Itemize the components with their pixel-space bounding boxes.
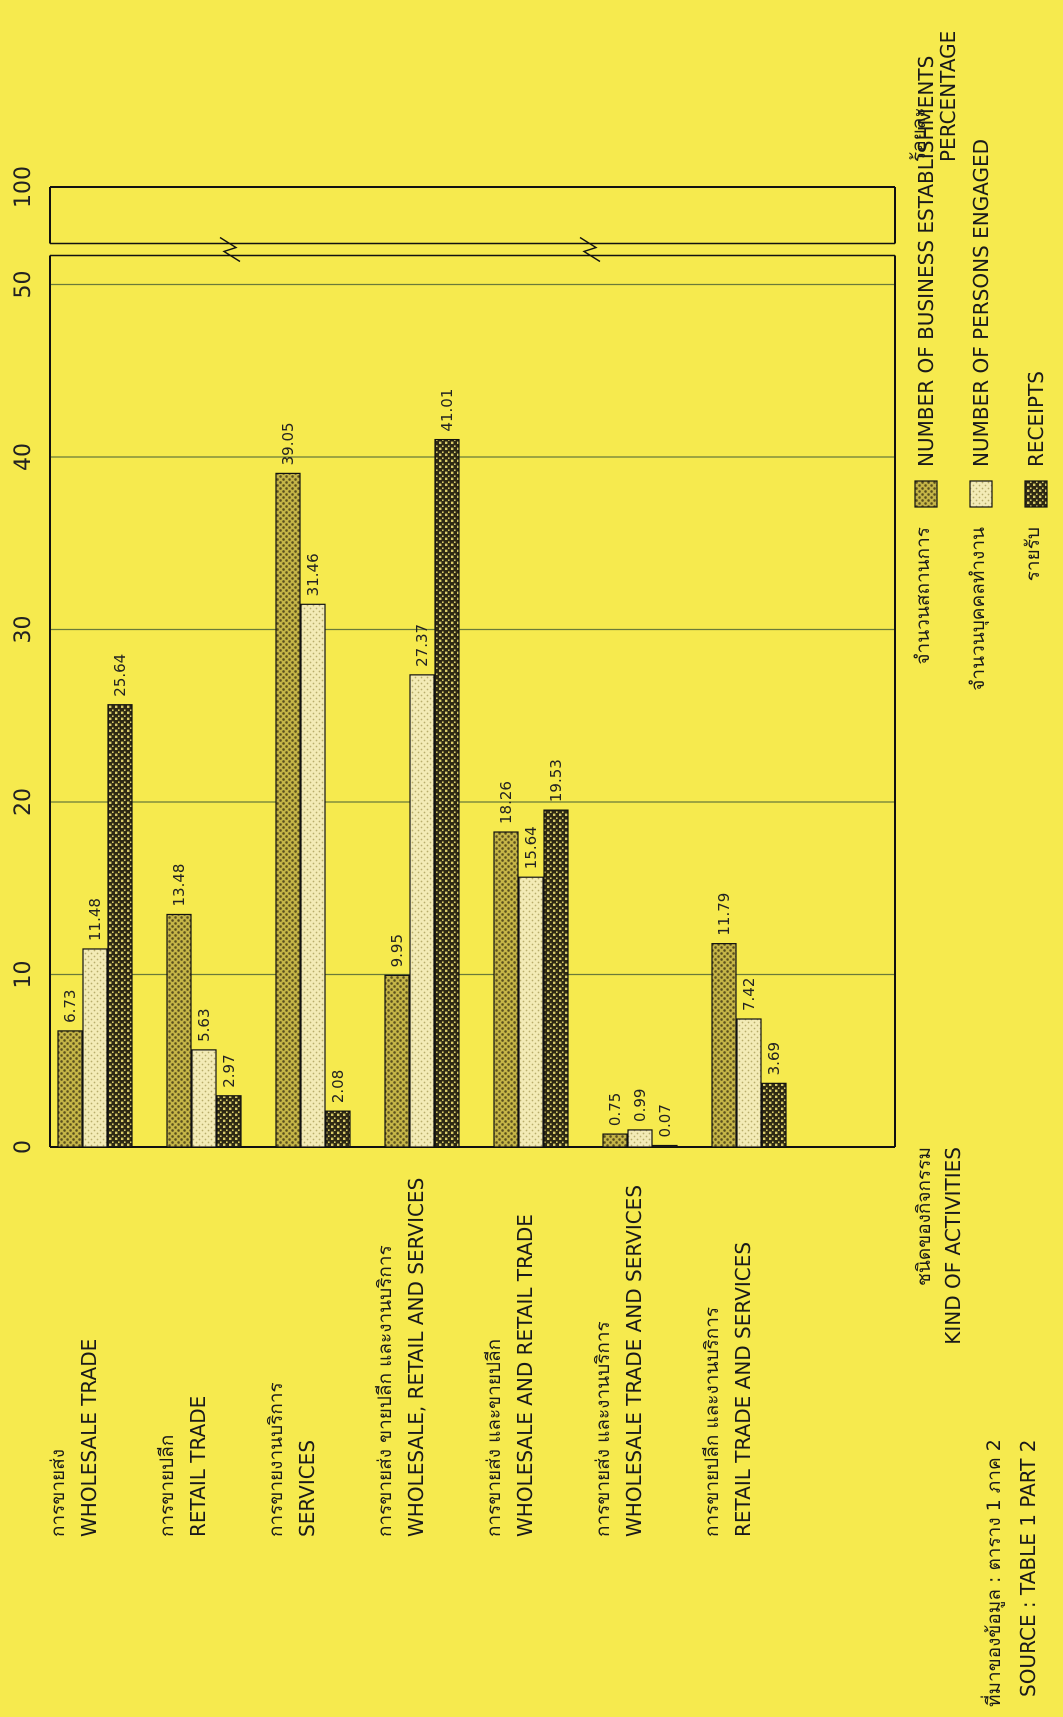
legend-label-th: จำนวนบุคคลทำงาน	[967, 527, 990, 691]
value-label: 18.26	[497, 781, 515, 824]
category-label-en: RETAIL TRADE	[186, 1396, 210, 1537]
axis-break-mark	[219, 236, 241, 263]
category-label-en: RETAIL TRADE AND SERVICES	[731, 1242, 755, 1537]
tick-label: 40	[11, 443, 36, 471]
value-label: 25.64	[111, 654, 129, 697]
bar	[57, 1030, 83, 1148]
category-axis-title-en: KIND OF ACTIVITIES	[941, 1147, 965, 1345]
value-label: 19.53	[547, 759, 565, 802]
bar	[602, 1133, 628, 1148]
value-label: 0.99	[631, 1089, 649, 1122]
category-label-th: การขายส่ง และขายปลีก	[483, 1339, 505, 1537]
bar	[409, 674, 435, 1148]
legend-label-th: รายรับ	[1022, 527, 1044, 581]
value-labels: 6.73 11.48 25.64 13.48 5.63 2.97 39.05 31.46 2.0…	[61, 389, 783, 1138]
value-label: 39.05	[279, 422, 297, 465]
category-axis-title-th: ชนิดของกิจกรรม	[913, 1147, 935, 1286]
bar	[300, 603, 326, 1148]
bar	[191, 1049, 217, 1148]
tick-label: 10	[11, 961, 36, 989]
bar	[325, 1110, 351, 1148]
bar	[652, 1144, 678, 1148]
category-label-th: การขายปลีก	[156, 1435, 178, 1537]
category-label-en: WHOLESALE, RETAIL AND SERVICES	[404, 1178, 428, 1537]
bar	[434, 438, 460, 1148]
tick-label: 100	[11, 166, 36, 208]
value-axis-ticks: 0 10 20 30 40 50 100	[11, 166, 36, 1154]
category-label-en: WHOLESALE TRADE AND SERVICES	[622, 1185, 646, 1537]
grid-lines	[50, 283, 895, 976]
category-label-th: การขายส่ง และงานบริการ	[592, 1321, 614, 1537]
value-label: 2.08	[329, 1070, 347, 1103]
bar	[761, 1082, 787, 1148]
category-label-th: การขายปลีก และงานบริการ	[701, 1307, 723, 1537]
value-label: 6.73	[61, 990, 79, 1023]
category-label-en: SERVICES	[295, 1440, 319, 1537]
tick-label: 20	[11, 788, 36, 816]
legend-label-en: RECEIPTS	[1024, 371, 1048, 467]
bar	[275, 472, 301, 1148]
bar	[711, 943, 737, 1148]
bar	[107, 704, 133, 1148]
tick-label: 50	[11, 271, 36, 299]
bar	[493, 831, 519, 1148]
category-label-th: การขายส่ง	[47, 1449, 69, 1537]
legend-label-th: จำนวนสถานการ	[912, 527, 934, 665]
value-label: 3.69	[765, 1042, 783, 1075]
bar	[82, 948, 108, 1148]
legend-swatch	[914, 480, 938, 508]
bar	[543, 809, 569, 1148]
value-label: 2.97	[220, 1054, 238, 1087]
legend-label-en: NUMBER OF PERSONS ENGAGED	[969, 139, 993, 467]
bar-group	[57, 438, 787, 1148]
category-label-en: WHOLESALE TRADE	[77, 1339, 101, 1537]
value-label: 27.37	[413, 624, 431, 667]
tick-label: 0	[11, 1140, 36, 1154]
value-axis-title-th: ร้อยละ	[908, 107, 930, 162]
value-label: 31.46	[304, 553, 322, 596]
value-label: 11.79	[715, 893, 733, 936]
bar	[518, 876, 544, 1148]
category-label-en: WHOLESALE AND RETAIL TRADE	[513, 1214, 537, 1537]
tick-label: 30	[11, 616, 36, 644]
value-label: 15.64	[522, 826, 540, 869]
bar	[627, 1129, 653, 1148]
bar	[736, 1018, 762, 1148]
category-labels: การขายส่ง WHOLESALE TRADE การขายปลีก RETAIL…	[47, 1178, 755, 1537]
legend-swatch	[1024, 480, 1048, 508]
bar	[384, 974, 410, 1148]
value-label: 9.95	[388, 934, 406, 967]
source-en: SOURCE : TABLE 1 PART 2	[1016, 1439, 1040, 1697]
legend-label-en: NUMBER OF BUSINESS ESTABLISHMENTS	[914, 56, 938, 467]
bar	[216, 1095, 242, 1148]
category-label-th: การขายงานบริการ	[265, 1382, 287, 1537]
source-th: ที่มาของข้อมูล : ตาราง 1 ภาค 2	[980, 1439, 1005, 1707]
bar	[166, 913, 192, 1148]
value-label: 13.48	[170, 864, 188, 907]
legend-swatch	[969, 480, 993, 508]
category-label-th: การขายส่ง ขายปลีก และงานบริการ	[374, 1245, 396, 1537]
value-axis-title-en: PERCENTAGE	[936, 31, 960, 162]
value-label: 5.63	[195, 1008, 213, 1041]
value-label: 0.75	[606, 1093, 624, 1126]
value-label: 41.01	[438, 389, 456, 432]
value-label: 7.42	[740, 978, 758, 1011]
axis-break-mark	[579, 236, 601, 263]
value-label: 0.07	[656, 1104, 674, 1137]
legend: จำนวนสถานการ NUMBER OF BUSINESS ESTABLISH…	[912, 56, 1048, 691]
value-label: 11.48	[86, 898, 104, 941]
axis-titles: ร้อยละ PERCENTAGE ชนิดของกิจกรรม KIND OF AC…	[908, 31, 1040, 1707]
